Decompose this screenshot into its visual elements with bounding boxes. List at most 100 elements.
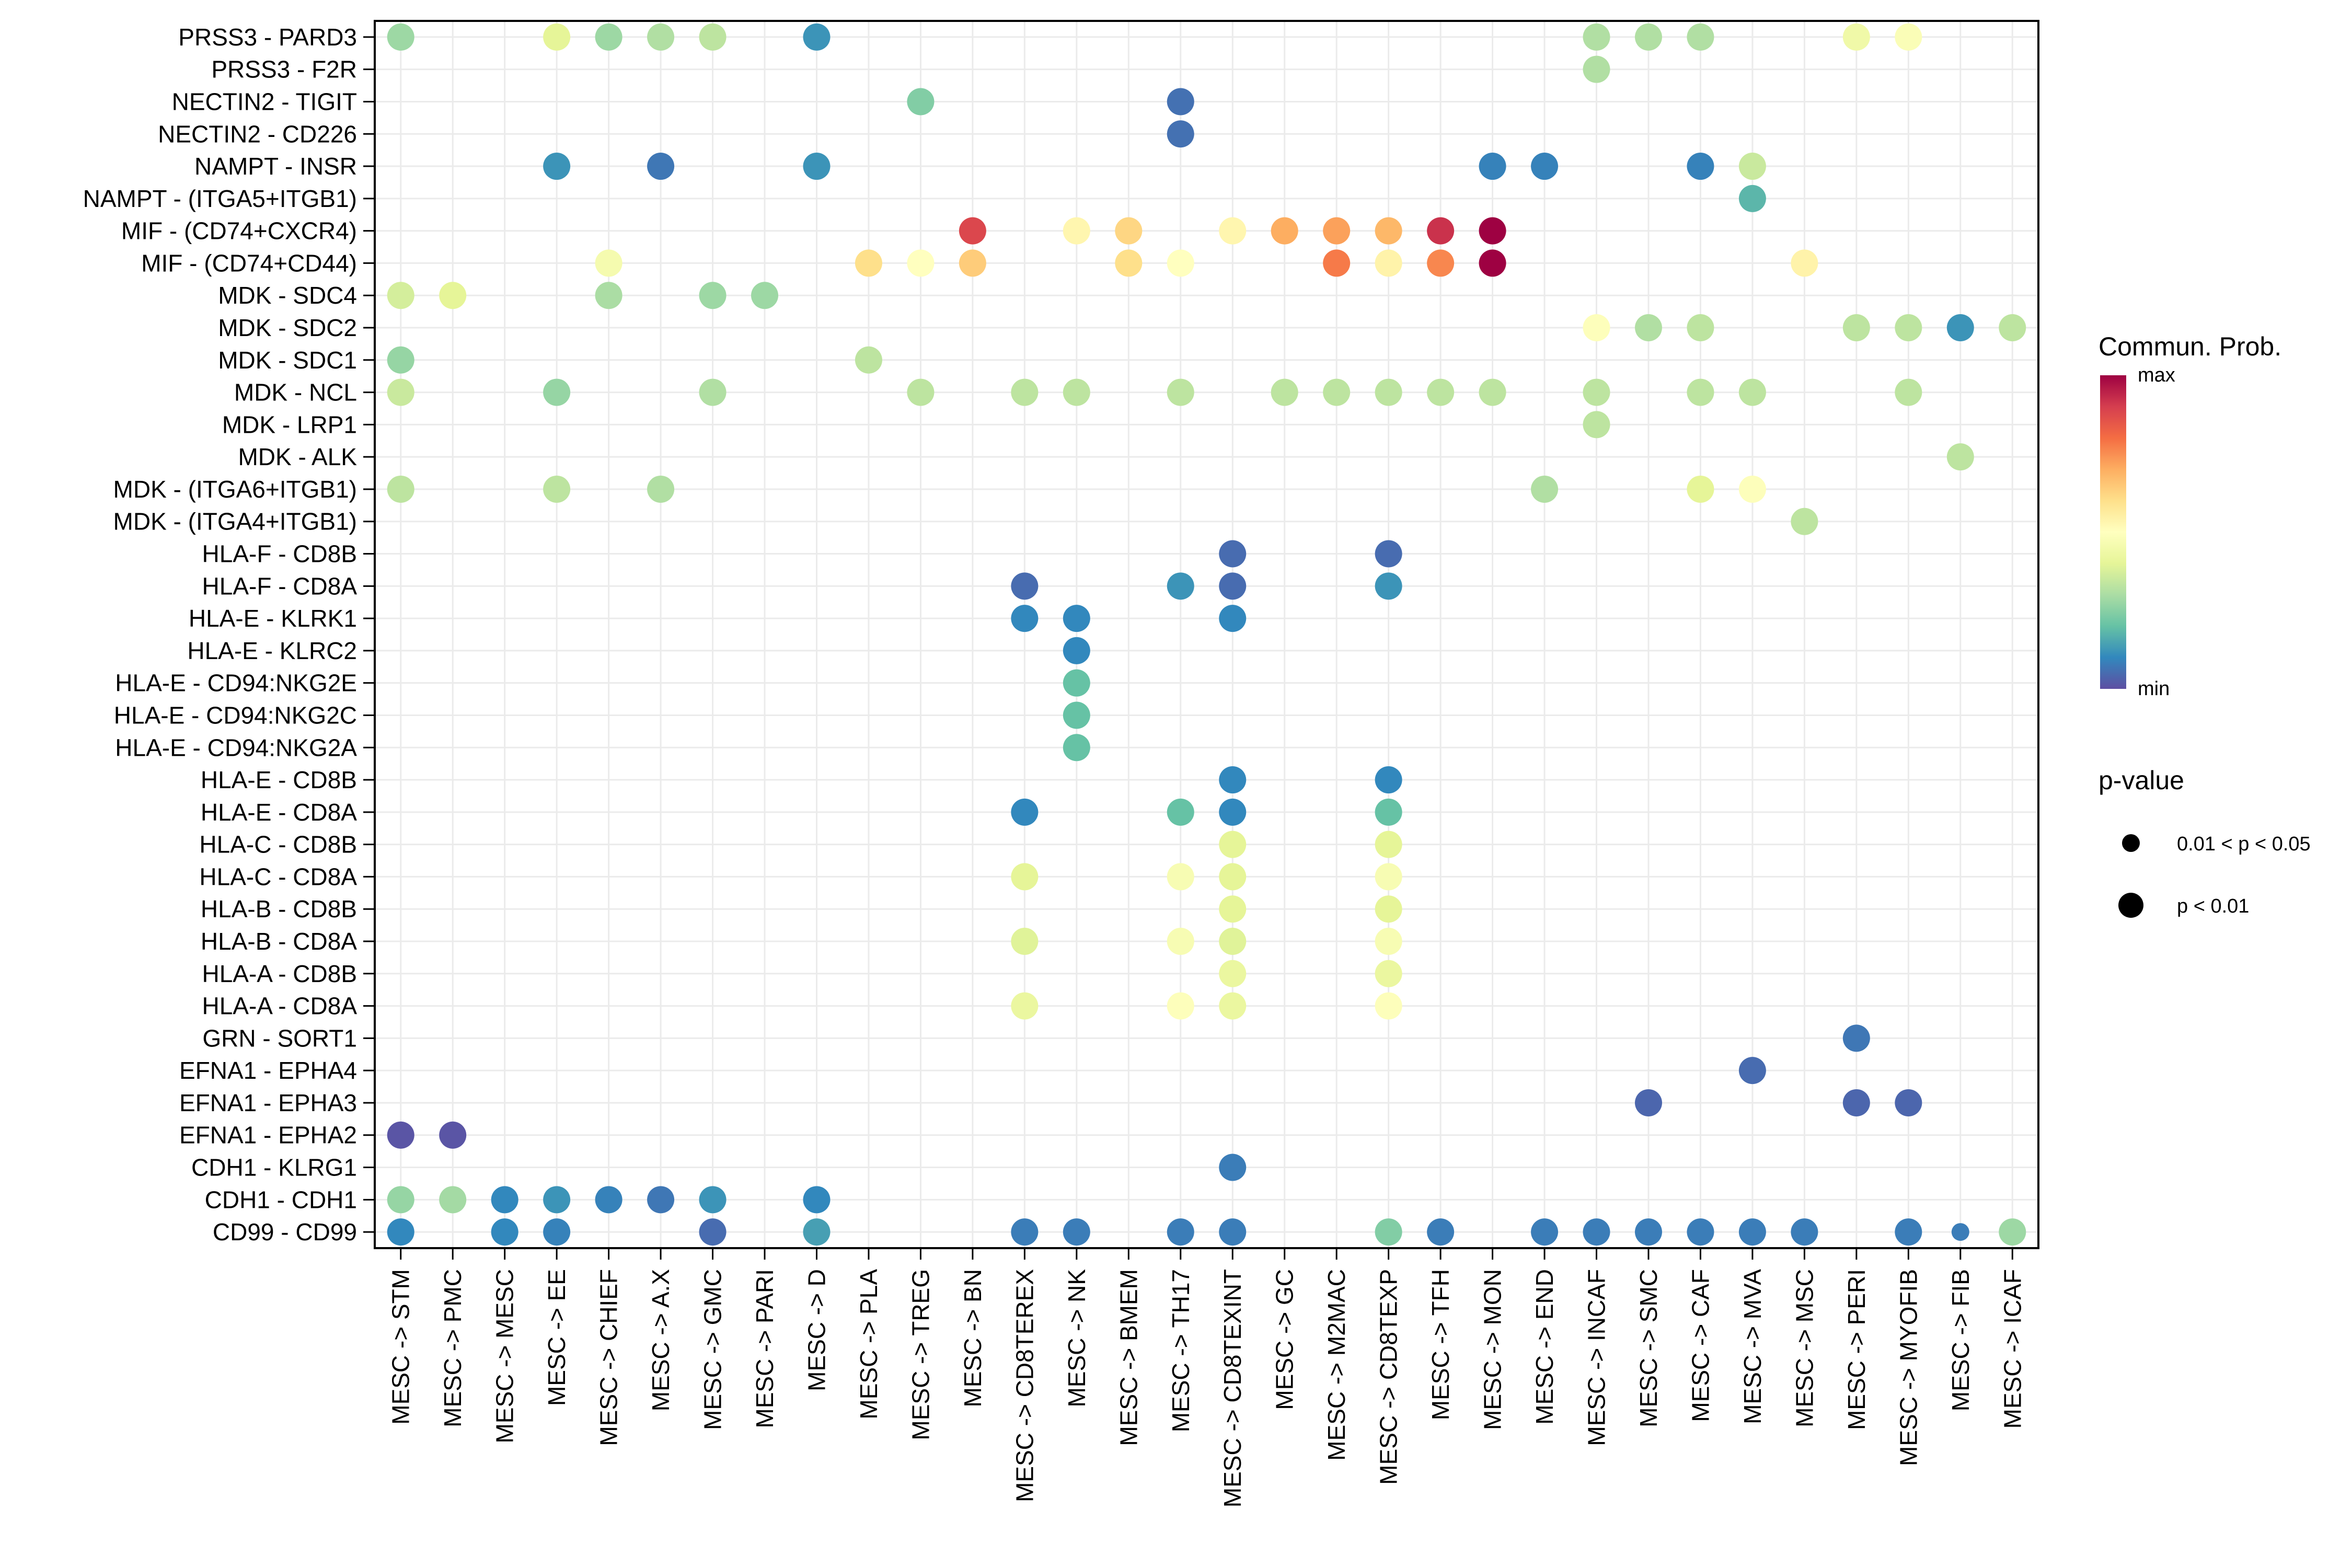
data-point xyxy=(1375,766,1402,794)
x-tick-label: MESC -> PMC xyxy=(439,1269,466,1427)
data-point xyxy=(491,1186,518,1214)
y-tick-label: MDK - LRP1 xyxy=(222,411,357,438)
y-tick-label: HLA-E - KLRC2 xyxy=(187,637,357,664)
data-point xyxy=(1167,798,1194,826)
data-point xyxy=(387,1121,414,1149)
x-tick-label: MESC -> SMC xyxy=(1635,1269,1662,1427)
data-point xyxy=(1999,1218,2026,1246)
data-point xyxy=(1167,249,1194,277)
data-point xyxy=(1063,701,1090,729)
y-tick-label: NECTIN2 - CD226 xyxy=(158,120,357,147)
data-point xyxy=(1011,863,1039,891)
data-point xyxy=(1271,217,1298,245)
data-point xyxy=(595,1186,622,1214)
y-tick-label: HLA-E - KLRK1 xyxy=(189,605,357,632)
data-point xyxy=(803,153,831,180)
data-point xyxy=(1583,1218,1610,1246)
data-point xyxy=(1895,1089,1922,1116)
data-point xyxy=(1427,249,1455,277)
data-point xyxy=(855,346,882,374)
y-tick-label: MDK - (ITGA6+ITGB1) xyxy=(113,476,357,503)
x-tick-label: MESC -> PLA xyxy=(855,1269,882,1420)
x-axis-labels: MESC -> STM MESC -> PMC MESC -> MESC MESC -… xyxy=(387,1269,2026,1508)
data-point xyxy=(1375,1218,1402,1246)
data-point xyxy=(1634,1089,1662,1116)
x-tick-label: MESC -> CAF xyxy=(1687,1269,1714,1422)
data-point xyxy=(1375,928,1402,955)
data-point xyxy=(1479,153,1506,180)
data-point xyxy=(699,378,727,406)
x-tick-label: MESC -> D xyxy=(803,1269,830,1391)
data-points xyxy=(387,23,2026,1246)
data-point xyxy=(1738,378,1766,406)
panel-background xyxy=(375,21,2038,1248)
data-point xyxy=(1738,475,1766,503)
data-point xyxy=(1427,217,1455,245)
x-tick-label: MESC -> PARI xyxy=(751,1269,778,1428)
data-point xyxy=(1219,572,1247,600)
y-tick-label: CDH1 - CDH1 xyxy=(205,1186,357,1213)
data-point xyxy=(1427,378,1455,406)
x-tick-label: MESC -> MON xyxy=(1479,1269,1506,1430)
data-point xyxy=(1375,378,1402,406)
data-point xyxy=(803,1186,831,1214)
data-point xyxy=(1167,572,1194,600)
data-point xyxy=(1479,378,1506,406)
data-point xyxy=(1687,475,1714,503)
x-tick-label: MESC -> CHIEF xyxy=(595,1269,622,1446)
data-point xyxy=(595,282,622,309)
data-point xyxy=(1531,153,1559,180)
y-tick-label: GRN - SORT1 xyxy=(202,1024,357,1052)
data-point xyxy=(1011,798,1039,826)
data-point xyxy=(1063,217,1090,245)
data-point xyxy=(699,23,727,51)
x-tick-label: MESC -> EE xyxy=(543,1269,570,1406)
color-legend-title: Commun. Prob. xyxy=(2099,332,2281,361)
data-point xyxy=(1738,185,1766,212)
data-point xyxy=(543,23,571,51)
data-point xyxy=(543,1218,571,1246)
y-tick-label: HLA-B - CD8A xyxy=(201,928,357,955)
data-point xyxy=(647,153,675,180)
data-point xyxy=(439,1121,467,1149)
data-point xyxy=(1999,314,2026,341)
x-tick-label: MESC -> CD8TEXINT xyxy=(1219,1269,1246,1507)
data-point xyxy=(1375,895,1402,923)
data-point xyxy=(1063,637,1090,664)
data-point xyxy=(1895,378,1922,406)
data-point xyxy=(1375,798,1402,826)
pvalue-legend-small-dot xyxy=(2122,834,2140,852)
data-point xyxy=(1634,1218,1662,1246)
data-point xyxy=(1583,378,1610,406)
x-tick-label: MESC -> BN xyxy=(959,1269,986,1408)
data-point xyxy=(1375,992,1402,1020)
x-tick-label: MESC -> BMEM xyxy=(1115,1269,1142,1446)
data-point xyxy=(959,249,986,277)
data-point xyxy=(1011,605,1039,632)
data-point xyxy=(1011,378,1039,406)
data-point xyxy=(1842,1024,1870,1052)
x-tick-label: MESC -> PERI xyxy=(1843,1269,1870,1430)
plot-panel xyxy=(363,20,2039,1260)
data-point xyxy=(1219,605,1247,632)
data-point xyxy=(543,475,571,503)
x-tick-label: MESC -> M2MAC xyxy=(1323,1269,1350,1461)
data-point xyxy=(1167,378,1194,406)
data-point xyxy=(1791,1218,1818,1246)
y-tick-label: HLA-B - CD8B xyxy=(201,895,357,923)
data-point xyxy=(1063,669,1090,697)
data-point xyxy=(1427,1218,1455,1246)
data-point xyxy=(1219,928,1247,955)
y-tick-label: HLA-E - CD94:NKG2C xyxy=(114,701,357,729)
data-point xyxy=(387,23,414,51)
data-point xyxy=(1687,153,1714,180)
data-point xyxy=(907,88,935,116)
data-point xyxy=(1791,249,1818,277)
data-point xyxy=(1738,1218,1766,1246)
data-point xyxy=(1167,1218,1194,1246)
data-point xyxy=(1323,249,1351,277)
data-point xyxy=(1951,1223,1969,1241)
data-point xyxy=(439,282,467,309)
x-tick-label: MESC -> MVA xyxy=(1739,1269,1766,1424)
data-point xyxy=(1687,1218,1714,1246)
